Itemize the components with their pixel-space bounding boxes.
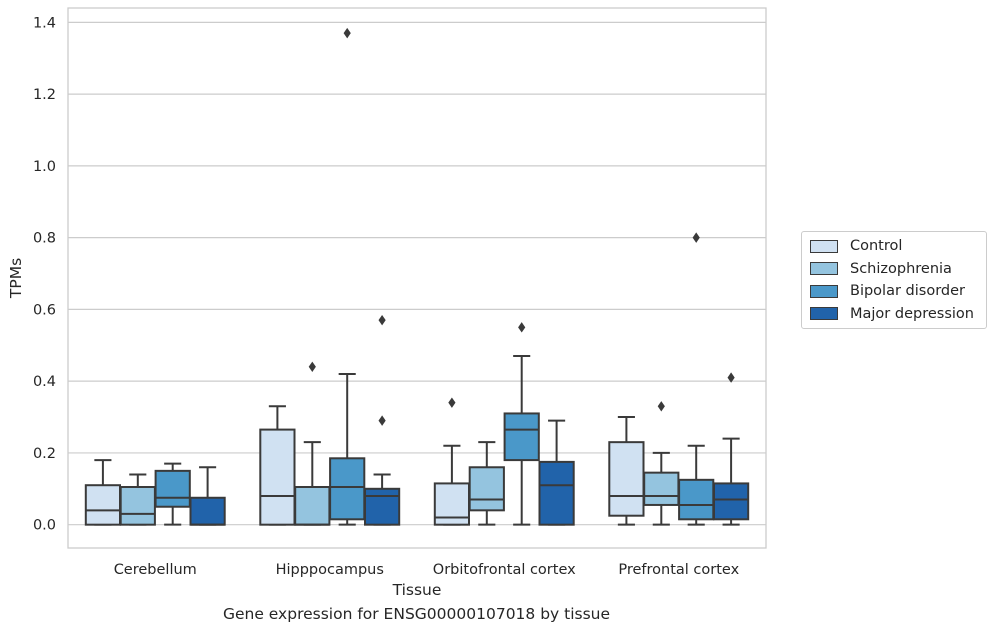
box-iqr (189, 496, 226, 526)
x-tick-label: Hipppocampus (276, 562, 384, 578)
x-tick-label: Prefrontal cortex (618, 562, 739, 578)
box-iqr (154, 469, 191, 508)
box-control (84, 459, 122, 526)
y-tick-label: 1.4 (33, 15, 56, 31)
legend-label: Control (850, 238, 903, 255)
box-bipolar-disorder (154, 462, 191, 526)
box-bipolar-disorder (678, 232, 715, 526)
y-tick-label: 0.0 (33, 518, 56, 534)
x-tick-label: Cerebellum (114, 562, 197, 578)
box-iqr (119, 486, 156, 526)
x-axis-label: Tissue (392, 581, 442, 599)
y-axis-label: TPMs (7, 258, 25, 299)
y-tick-label: 1.0 (33, 159, 56, 175)
legend-swatch (810, 239, 838, 253)
box-control (433, 397, 471, 526)
box-control (259, 405, 296, 526)
legend-item-schizophrenia: Schizophrenia (810, 258, 986, 281)
box-iqr (678, 478, 715, 521)
legend-swatch (810, 284, 838, 298)
box-major-depression (712, 372, 750, 526)
box-major-depression (363, 314, 401, 526)
outlier-point (692, 232, 700, 243)
legend-label: Bipolar disorder (850, 283, 965, 300)
legend-item-control: Control (810, 235, 986, 258)
box-iqr (712, 482, 750, 521)
y-tick-labels: 0.0 0.2 0.4 0.6 0.8 1.0 1.2 1.4 (33, 15, 56, 533)
x-tick-label: Orbitofrontal cortex (433, 562, 576, 578)
y-tick-label: 0.8 (33, 231, 56, 247)
outlier-point (378, 415, 386, 426)
legend-swatch (810, 262, 838, 276)
chart-caption: Gene expression for ENSG00000107018 by t… (222, 605, 611, 623)
box-control (608, 416, 645, 526)
box-bipolar-disorder (329, 27, 366, 526)
y-tick-label: 1.2 (33, 87, 56, 103)
outlier-point (518, 322, 526, 333)
box-iqr (538, 460, 575, 526)
box-iqr (503, 412, 540, 462)
box-major-depression (189, 466, 226, 526)
box-iqr (363, 487, 401, 526)
outlier-point (448, 397, 456, 408)
legend: Control Schizophrenia Bipolar disorder Majo… (801, 231, 987, 329)
plot-area-frame (67, 7, 767, 549)
y-tick-label: 0.4 (33, 374, 56, 390)
gridlines (68, 21, 766, 526)
boxes (84, 27, 750, 526)
legend-item-bipolar-disorder: Bipolar disorder (810, 280, 986, 303)
legend-label: Major depression (850, 305, 974, 322)
box-schizophrenia (643, 401, 680, 526)
outlier-point (657, 401, 665, 412)
box-major-depression (538, 419, 575, 526)
box-iqr (84, 484, 122, 526)
box-iqr (468, 466, 505, 512)
legend-item-major-depression: Major depression (810, 303, 986, 326)
legend-swatch (810, 307, 838, 321)
outlier-point (343, 27, 351, 39)
box-schizophrenia (294, 361, 331, 526)
x-tick-labels: Cerebellum Hipppocampus Orbitofrontal cort… (114, 562, 740, 578)
box-iqr (643, 471, 680, 506)
legend-label: Schizophrenia (850, 260, 952, 277)
box-iqr (259, 428, 296, 526)
box-schizophrenia (468, 441, 505, 526)
box-schizophrenia (119, 473, 156, 526)
outlier-point (378, 314, 386, 326)
box-iqr (294, 486, 331, 526)
outlier-point (308, 361, 316, 373)
y-tick-label: 0.2 (33, 446, 56, 462)
box-iqr (329, 457, 366, 521)
box-bipolar-disorder (503, 322, 540, 526)
y-tick-label: 0.6 (33, 302, 56, 318)
box-iqr (608, 441, 645, 517)
outlier-point (727, 372, 735, 383)
